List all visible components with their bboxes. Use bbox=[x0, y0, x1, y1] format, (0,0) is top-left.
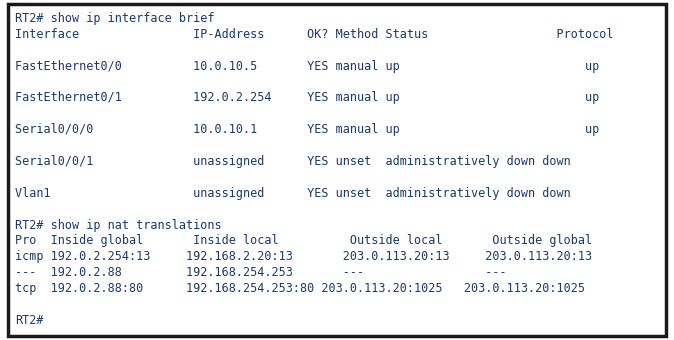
Text: Pro  Inside global       Inside local          Outside local       Outside globa: Pro Inside global Inside local Outside l… bbox=[15, 235, 592, 248]
Text: Interface                IP-Address      OK? Method Status                  Prot: Interface IP-Address OK? Method Status P… bbox=[15, 28, 613, 41]
Text: Serial0/0/0              10.0.10.1       YES manual up                          : Serial0/0/0 10.0.10.1 YES manual up bbox=[15, 123, 599, 136]
Text: RT2# show ip nat translations: RT2# show ip nat translations bbox=[15, 219, 222, 232]
Text: Vlan1                    unassigned      YES unset  administratively down down: Vlan1 unassigned YES unset administrativ… bbox=[15, 187, 571, 200]
Text: FastEthernet0/0          10.0.10.5       YES manual up                          : FastEthernet0/0 10.0.10.5 YES manual up bbox=[15, 59, 599, 72]
Text: FastEthernet0/1          192.0.2.254     YES manual up                          : FastEthernet0/1 192.0.2.254 YES manual u… bbox=[15, 91, 599, 104]
Text: ---  192.0.2.88         192.168.254.253       ---                 ---: --- 192.0.2.88 192.168.254.253 --- --- bbox=[15, 266, 506, 279]
Text: RT2# show ip interface brief: RT2# show ip interface brief bbox=[15, 12, 214, 25]
Text: icmp 192.0.2.254:13     192.168.2.20:13       203.0.113.20:13     203.0.113.20:1: icmp 192.0.2.254:13 192.168.2.20:13 203.… bbox=[15, 250, 592, 263]
Text: tcp  192.0.2.88:80      192.168.254.253:80 203.0.113.20:1025   203.0.113.20:1025: tcp 192.0.2.88:80 192.168.254.253:80 203… bbox=[15, 282, 585, 295]
Text: Serial0/0/1              unassigned      YES unset  administratively down down: Serial0/0/1 unassigned YES unset adminis… bbox=[15, 155, 571, 168]
Text: RT2#: RT2# bbox=[15, 314, 43, 327]
